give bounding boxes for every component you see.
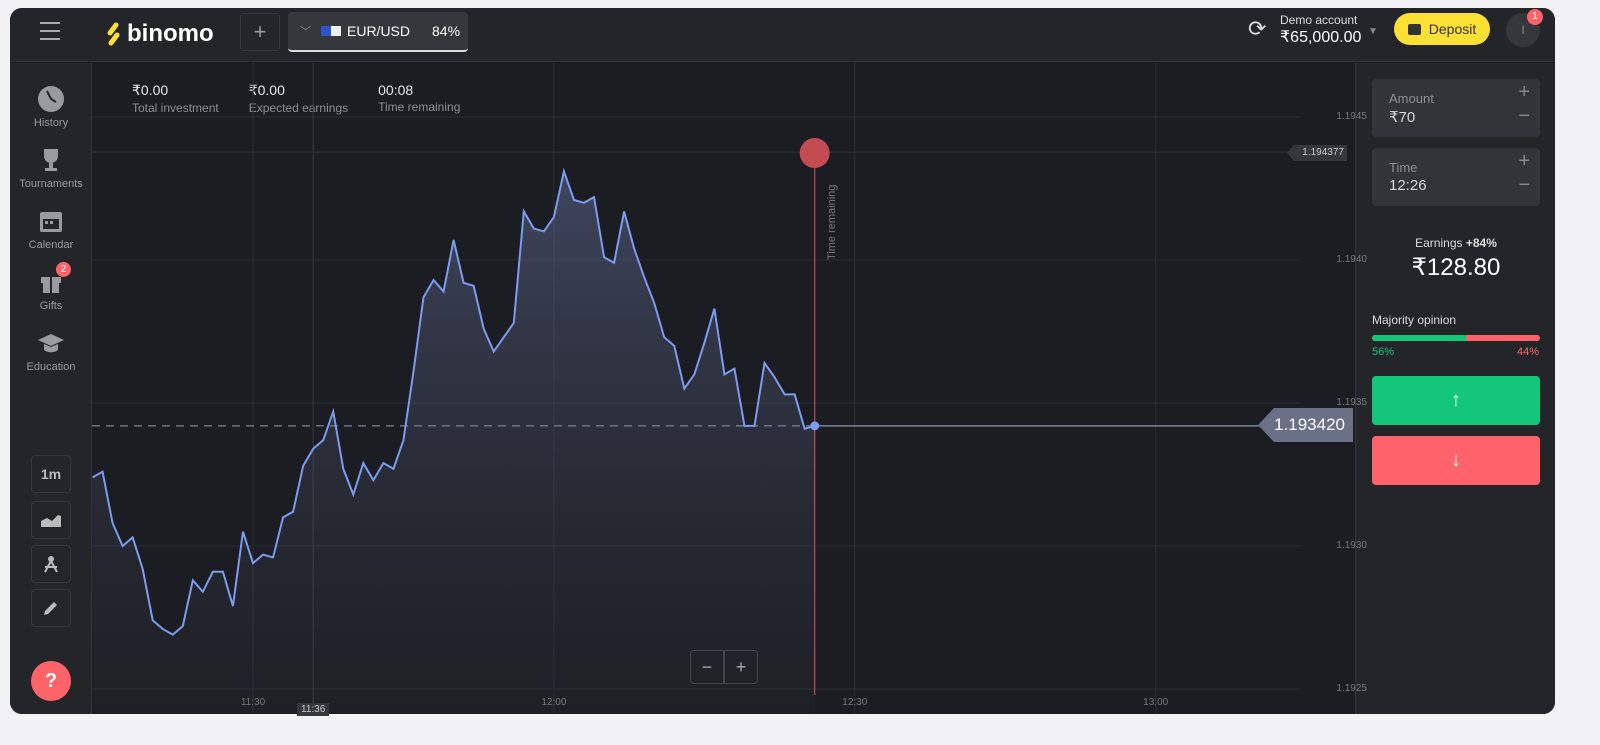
- majority-label: Majority opinion: [1372, 313, 1457, 327]
- marker-price-tag: 1.194377: [1287, 145, 1347, 161]
- total-investment: ₹0.00 Total investment: [132, 82, 219, 115]
- calendar-icon: [40, 212, 62, 232]
- area-chart-icon: [41, 515, 61, 527]
- expiry-marker: [799, 138, 830, 168]
- x-tick-label: 13:00: [1143, 697, 1169, 708]
- chevron-down-icon: ﹀: [300, 26, 311, 38]
- x-tick-label: 12:30: [842, 697, 868, 708]
- sidebar-item-label: Gifts: [39, 300, 63, 312]
- gift-icon: [41, 277, 61, 293]
- time-minus-button[interactable]: −: [1518, 174, 1530, 196]
- amount-field[interactable]: Amount ₹70 + −: [1372, 79, 1540, 137]
- account-type: Demo account: [1280, 13, 1358, 27]
- sidebar-item-tournaments[interactable]: Tournaments: [10, 146, 92, 190]
- top-bar: binomo + ﹀ EUR/USD 84% ⟳ Demo account ₹6…: [10, 8, 1555, 62]
- sidebar-item-education[interactable]: Education: [10, 329, 92, 373]
- flag-icon: [321, 26, 341, 36]
- current-time-tick: 11:36: [297, 703, 330, 716]
- logo: binomo: [103, 20, 214, 48]
- sidebar-item-label: Tournaments: [19, 178, 83, 190]
- asset-name: EUR/USD: [347, 23, 411, 39]
- notification-badge: 1: [1527, 9, 1543, 25]
- up-percent: 56%: [1372, 346, 1395, 358]
- pencil-icon: [44, 602, 57, 615]
- expiry-label: Time remaining: [826, 184, 838, 260]
- earnings-label: Earnings +84%: [1415, 236, 1497, 250]
- y-tick-label: 1.1930: [1336, 540, 1367, 551]
- sidebar-item-calendar[interactable]: Calendar: [10, 207, 92, 251]
- deposit-label: Deposit: [1428, 21, 1477, 37]
- gifts-badge: 2: [56, 262, 71, 277]
- price-area: [92, 171, 815, 714]
- add-asset-button[interactable]: +: [240, 13, 280, 51]
- asset-payout: 84%: [432, 23, 461, 39]
- majority-bar: [1372, 335, 1540, 341]
- account-switcher[interactable]: Demo account ₹65,000.00: [1280, 13, 1361, 47]
- sidebar-item-label: Education: [26, 361, 76, 373]
- logo-text: binomo: [127, 20, 214, 47]
- y-tick-label: 1.1945: [1336, 111, 1367, 122]
- sidebar-item-label: History: [33, 117, 69, 129]
- clock-icon: [38, 86, 64, 112]
- refresh-icon[interactable]: ⟳: [1248, 16, 1267, 41]
- x-tick-label: 12:00: [541, 697, 567, 708]
- deposit-button[interactable]: Deposit: [1394, 13, 1490, 45]
- y-tick-label: 1.1925: [1336, 683, 1367, 694]
- trade-panel: Amount ₹70 + − Time 12:26 + − Earnings +84% ₹1…: [1355, 63, 1555, 714]
- expected-earnings: ₹0.00 Expected earnings: [248, 82, 349, 115]
- up-button[interactable]: ↑: [1372, 376, 1540, 425]
- compass-icon: [44, 556, 58, 573]
- indicators-button[interactable]: [31, 545, 71, 583]
- help-button[interactable]: ?: [31, 661, 71, 701]
- sidebar-item-history[interactable]: History: [10, 85, 92, 129]
- current-price-tag: 1.193420: [1258, 408, 1353, 442]
- arrow-up-icon: ↑: [1451, 389, 1461, 411]
- time-field[interactable]: Time 12:26 + −: [1372, 148, 1540, 206]
- account-balance: ₹65,000.00: [1280, 29, 1362, 46]
- asset-selector[interactable]: ﹀ EUR/USD 84%: [288, 12, 468, 52]
- down-button[interactable]: ↓: [1372, 436, 1540, 485]
- arrow-down-icon: ↓: [1451, 449, 1461, 471]
- chart-type-button[interactable]: [31, 501, 71, 539]
- drawing-button[interactable]: [31, 589, 71, 627]
- time-remaining: 00:08 Time remaining: [378, 82, 461, 114]
- x-tick-label: 11:30: [240, 697, 266, 708]
- menu-icon[interactable]: [40, 22, 60, 40]
- y-tick-label: 1.1940: [1336, 254, 1367, 265]
- timeframe-button[interactable]: 1m: [31, 455, 71, 493]
- zoom-in-button[interactable]: +: [724, 650, 758, 684]
- amount-minus-button[interactable]: −: [1518, 105, 1530, 127]
- amount-plus-button[interactable]: +: [1518, 81, 1530, 103]
- trophy-icon: [44, 149, 58, 171]
- logo-mark-icon: [107, 22, 120, 46]
- current-point: [810, 421, 820, 431]
- zoom-controls: − +: [690, 650, 758, 684]
- trade-stats: ₹0.00 Total investment ₹0.00 Expected earn…: [132, 82, 460, 115]
- sidebar-item-gifts[interactable]: Gifts 2: [10, 262, 92, 312]
- price-line: [92, 167, 815, 636]
- time-plus-button[interactable]: +: [1518, 150, 1530, 172]
- wallet-icon: [1407, 23, 1421, 35]
- zoom-out-button[interactable]: −: [690, 650, 724, 684]
- caret-down-icon[interactable]: ▼: [1368, 26, 1378, 37]
- down-percent: 44%: [1516, 346, 1539, 358]
- graduation-cap-icon: [38, 334, 64, 353]
- earnings-value: ₹128.80: [1411, 254, 1501, 281]
- y-tick-label: 1.1935: [1336, 397, 1367, 408]
- sidebar: History Tournaments Calendar Gifts 2 Edu…: [10, 63, 92, 714]
- sidebar-item-label: Calendar: [28, 239, 74, 251]
